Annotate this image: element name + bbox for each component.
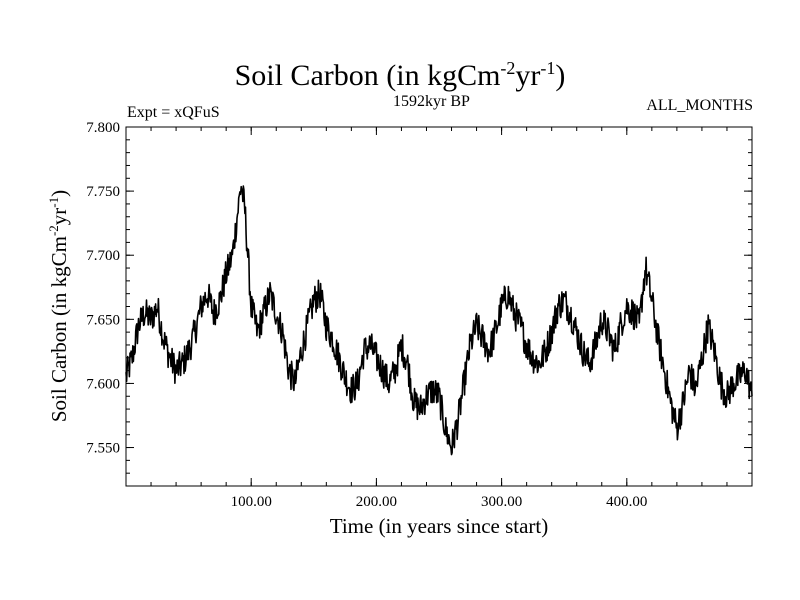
ticks-layer: 7.550 7.600 7.650 7.700 7.750 7.800 100.00 200.… bbox=[86, 120, 752, 510]
x-axis-title: Time (in years since start) bbox=[330, 514, 549, 538]
y-tick-label: 7.650 bbox=[86, 312, 120, 328]
y-tick-label: 7.550 bbox=[86, 441, 120, 457]
x-tick-label: 400.00 bbox=[606, 494, 647, 510]
period-label: 1592kyr BP bbox=[393, 93, 470, 110]
y-tick-label: 7.800 bbox=[86, 120, 120, 136]
experiment-label: Expt = xQFuS bbox=[127, 104, 220, 121]
months-label: ALL_MONTHS bbox=[646, 97, 753, 114]
series-layer bbox=[125, 185, 753, 456]
y-axis-title: Soil Carbon (in kgCm-2yr-1) bbox=[46, 190, 71, 422]
y-tick-label: 7.600 bbox=[86, 376, 120, 392]
x-tick-label: 100.00 bbox=[231, 494, 272, 510]
x-tick-label: 300.00 bbox=[481, 494, 522, 510]
plot-frame bbox=[125, 126, 753, 487]
y-tick-label: 7.700 bbox=[86, 248, 120, 264]
series-line-soil-carbon bbox=[125, 185, 753, 456]
chart-title: Soil Carbon (in kgCm-2yr-1) bbox=[234, 58, 566, 92]
x-tick-label: 200.00 bbox=[356, 494, 397, 510]
y-tick-label: 7.750 bbox=[86, 184, 120, 200]
